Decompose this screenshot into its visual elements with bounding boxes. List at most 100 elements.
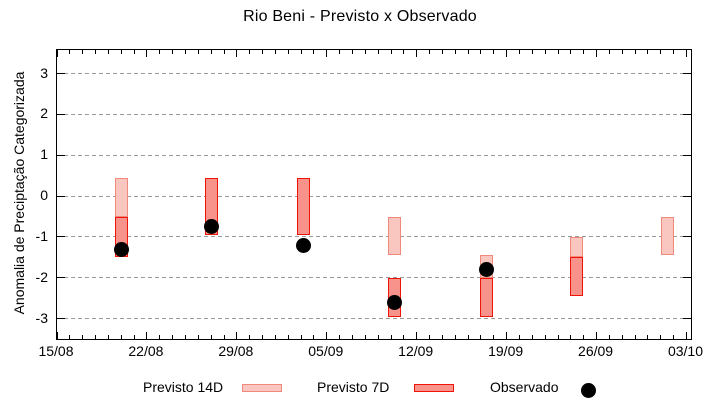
- y-major-tick: [57, 195, 65, 197]
- y-major-tick: [57, 277, 65, 279]
- x-minor-tick: [197, 335, 199, 339]
- x-minor-tick: [441, 335, 443, 339]
- gridline: [57, 73, 691, 75]
- y-major-tick: [683, 277, 691, 279]
- x-minor-tick: [403, 335, 405, 339]
- x-major-tick: [326, 50, 328, 57]
- legend-label-previsto-14d: Previsto 14D: [143, 379, 224, 395]
- observado-dot: [387, 294, 403, 310]
- y-tick-label: -1: [35, 227, 48, 244]
- x-minor-tick: [377, 50, 379, 54]
- gridline: [57, 277, 691, 279]
- x-minor-tick: [262, 50, 264, 54]
- range-bar-previsto-14d: [388, 216, 402, 256]
- gridline: [57, 236, 691, 238]
- x-minor-tick: [544, 335, 546, 339]
- x-minor-tick: [223, 335, 225, 339]
- gridline: [57, 113, 691, 115]
- x-major-tick: [686, 332, 687, 339]
- x-minor-tick: [621, 335, 623, 339]
- x-minor-tick: [159, 335, 161, 339]
- y-major-tick: [683, 113, 691, 115]
- x-minor-tick: [120, 50, 122, 54]
- observado-dot: [296, 237, 312, 253]
- x-minor-tick: [82, 50, 84, 54]
- x-minor-tick: [647, 50, 649, 54]
- x-minor-tick: [493, 335, 495, 339]
- range-bar-previsto-14d: [660, 216, 674, 256]
- y-major-tick: [57, 113, 65, 115]
- x-minor-tick: [647, 335, 649, 339]
- x-major-tick: [236, 332, 238, 339]
- x-minor-tick: [69, 335, 71, 339]
- y-major-tick: [57, 73, 65, 75]
- x-major-tick: [236, 50, 238, 57]
- y-major-tick: [683, 154, 691, 156]
- y-major-tick: [57, 236, 65, 238]
- x-minor-tick: [583, 50, 585, 54]
- x-tick-label: 15/08: [38, 343, 74, 359]
- x-minor-tick: [673, 335, 675, 339]
- x-minor-tick: [364, 50, 366, 54]
- y-tick-label: 3: [40, 64, 48, 81]
- observado-dot: [478, 262, 494, 278]
- x-minor-tick: [274, 50, 276, 54]
- x-minor-tick: [223, 50, 225, 54]
- gridline: [57, 195, 691, 197]
- y-tick-label: -2: [35, 268, 48, 285]
- observado-dot: [113, 241, 129, 257]
- x-minor-tick: [287, 50, 289, 54]
- x-minor-tick: [210, 335, 212, 339]
- x-minor-tick: [493, 50, 495, 54]
- x-minor-tick: [441, 50, 443, 54]
- x-minor-tick: [300, 50, 302, 54]
- x-minor-tick: [660, 335, 662, 339]
- chart-title: Rio Beni - Previsto x Observado: [243, 8, 477, 25]
- x-minor-tick: [133, 335, 135, 339]
- legend-label-previsto-7d: Previsto 7D: [317, 379, 390, 395]
- y-tick-label: 2: [40, 105, 48, 122]
- gridline: [57, 318, 691, 320]
- legend-observado-marker-icon: [581, 383, 596, 398]
- x-minor-tick: [518, 335, 520, 339]
- x-minor-tick: [159, 50, 161, 54]
- x-minor-tick: [287, 335, 289, 339]
- plot-area: [56, 49, 692, 340]
- x-minor-tick: [274, 335, 276, 339]
- x-minor-tick: [454, 50, 456, 54]
- x-tick-label: 29/08: [218, 343, 254, 359]
- y-tick-label: 1: [40, 146, 48, 163]
- x-minor-tick: [95, 50, 97, 54]
- legend-swatch-previsto-7d-icon: [414, 384, 454, 392]
- y-major-tick: [57, 154, 65, 156]
- x-minor-tick: [82, 335, 84, 339]
- x-minor-tick: [69, 50, 71, 54]
- x-tick-label: 05/09: [308, 343, 344, 359]
- x-minor-tick: [570, 50, 572, 54]
- x-minor-tick: [467, 335, 469, 339]
- x-major-tick: [596, 332, 598, 339]
- gridline: [57, 154, 691, 156]
- x-minor-tick: [454, 335, 456, 339]
- legend-swatch-previsto-14d-icon: [242, 384, 282, 392]
- x-major-tick: [506, 50, 508, 57]
- x-minor-tick: [339, 335, 341, 339]
- x-major-tick: [146, 50, 148, 57]
- x-minor-tick: [339, 50, 341, 54]
- x-minor-tick: [429, 50, 431, 54]
- x-minor-tick: [583, 335, 585, 339]
- x-minor-tick: [107, 335, 109, 339]
- x-tick-label: 12/09: [398, 343, 434, 359]
- range-bar-previsto-14d: [114, 177, 128, 217]
- x-minor-tick: [390, 335, 392, 339]
- x-minor-tick: [120, 335, 122, 339]
- x-minor-tick: [621, 50, 623, 54]
- x-minor-tick: [570, 335, 572, 339]
- x-minor-tick: [262, 335, 264, 339]
- x-minor-tick: [660, 50, 662, 54]
- y-major-tick: [683, 73, 691, 75]
- x-major-tick: [56, 50, 58, 57]
- x-minor-tick: [300, 335, 302, 339]
- x-minor-tick: [390, 50, 392, 54]
